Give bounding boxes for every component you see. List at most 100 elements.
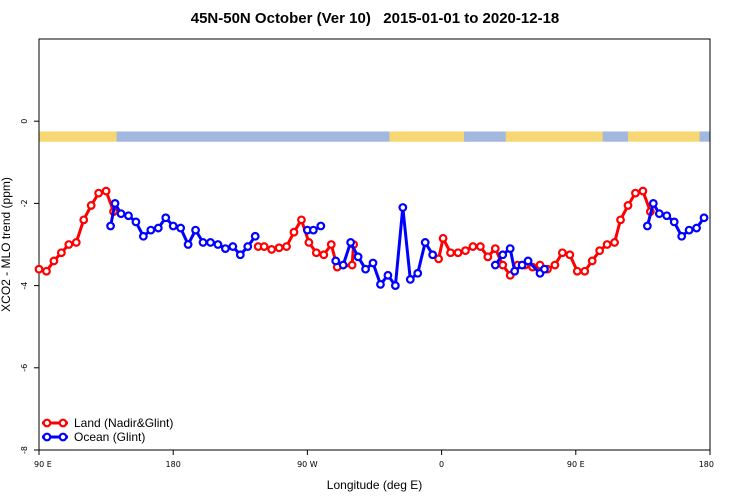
data-point: [331, 256, 341, 266]
data-point: [146, 225, 156, 235]
data-point: [64, 240, 74, 249]
data-point: [316, 221, 326, 231]
data-point: [684, 225, 694, 235]
data-point: [483, 252, 493, 262]
data-point: [490, 260, 500, 270]
y-tick-label: 0: [20, 119, 29, 124]
data-point: [220, 244, 230, 254]
data-point: [383, 270, 393, 280]
data-point: [42, 266, 51, 276]
y-tick-label: -8: [20, 446, 29, 454]
strip-land: [505, 131, 604, 142]
strip-ocean: [116, 131, 390, 142]
data-point: [420, 238, 430, 247]
data-point: [94, 188, 104, 198]
y-tick-label: -2: [20, 199, 29, 207]
data-point: [168, 221, 178, 231]
data-point: [398, 203, 408, 212]
data-point: [79, 215, 89, 225]
series-line: [437, 189, 652, 277]
data-point: [110, 198, 120, 208]
data-point: [106, 221, 115, 231]
land-ocean-strip: [39, 131, 711, 142]
series-ocean: [106, 198, 709, 291]
data-point: [595, 246, 605, 256]
data-point: [124, 211, 133, 221]
data-point: [677, 231, 687, 241]
data-point: [361, 264, 370, 274]
data-point: [243, 242, 253, 251]
data-point: [498, 260, 508, 270]
data-point: [654, 209, 664, 219]
data-point: [176, 223, 186, 233]
data-point: [267, 245, 277, 254]
data-point: [250, 231, 260, 241]
data-point: [623, 201, 633, 210]
y-tick-label: -6: [20, 364, 29, 372]
data-point: [498, 250, 508, 260]
strip-ocean: [699, 131, 711, 142]
data-point: [198, 238, 208, 247]
data-point: [580, 266, 590, 276]
data-point: [631, 188, 640, 198]
legend-item: Ocean (Glint): [42, 430, 145, 444]
data-point: [565, 250, 575, 260]
data-point: [550, 260, 560, 270]
data-point: [206, 238, 215, 247]
data-point: [468, 242, 478, 251]
data-point: [49, 256, 59, 266]
x-tick-label: 90 W: [297, 460, 318, 469]
data-point: [461, 246, 470, 256]
data-point: [510, 266, 520, 276]
chart-title: 45N-50N October (Ver 10) 2015-01-01 to 2…: [190, 10, 560, 27]
x-tick-label: 90 E: [567, 460, 585, 469]
data-point: [71, 238, 81, 247]
data-point: [446, 248, 455, 258]
data-point: [699, 213, 709, 223]
data-point: [376, 279, 385, 289]
data-point: [326, 240, 336, 249]
y-axis: 0 -2 -4 -6 -8: [20, 119, 39, 454]
strip-ocean: [602, 131, 629, 142]
legend-label: Ocean (Glint): [74, 430, 145, 444]
strip-land: [389, 131, 465, 142]
legend-marker: [58, 418, 68, 428]
legend-item: Land (Nadir&Glint): [42, 416, 173, 430]
data-point: [557, 248, 567, 258]
data-point: [86, 201, 96, 210]
data-point: [587, 256, 597, 266]
data-point: [475, 242, 485, 251]
data-point: [638, 186, 648, 196]
data-point: [228, 242, 238, 251]
legend-marker: [42, 418, 52, 428]
plot-frame: [38, 38, 711, 451]
legend-label: Land (Nadir&Glint): [74, 416, 173, 430]
data-point: [304, 238, 314, 247]
data-point: [282, 242, 291, 251]
strip-land: [39, 131, 118, 142]
data-point: [274, 243, 284, 253]
data-point: [453, 248, 463, 258]
data-point: [138, 231, 148, 241]
data-point: [610, 238, 619, 247]
legend-marker: [58, 432, 68, 442]
data-point: [346, 238, 356, 247]
data-point: [662, 211, 672, 221]
data-point: [153, 223, 163, 233]
data-point: [289, 227, 299, 237]
data-point: [692, 223, 701, 233]
data-point: [505, 244, 515, 254]
data-point: [572, 266, 582, 276]
x-tick-label: 180: [699, 460, 714, 469]
data-point: [259, 242, 269, 251]
data-point: [428, 250, 438, 260]
data-point: [669, 217, 679, 227]
legend: Land (Nadir&Glint)Ocean (Glint): [42, 416, 173, 444]
y-tick-label: -4: [20, 282, 29, 290]
x-tick-label: 0: [439, 460, 444, 469]
data-point: [517, 260, 527, 270]
data-point: [56, 248, 66, 258]
data-point: [161, 213, 171, 223]
data-point: [642, 221, 652, 231]
